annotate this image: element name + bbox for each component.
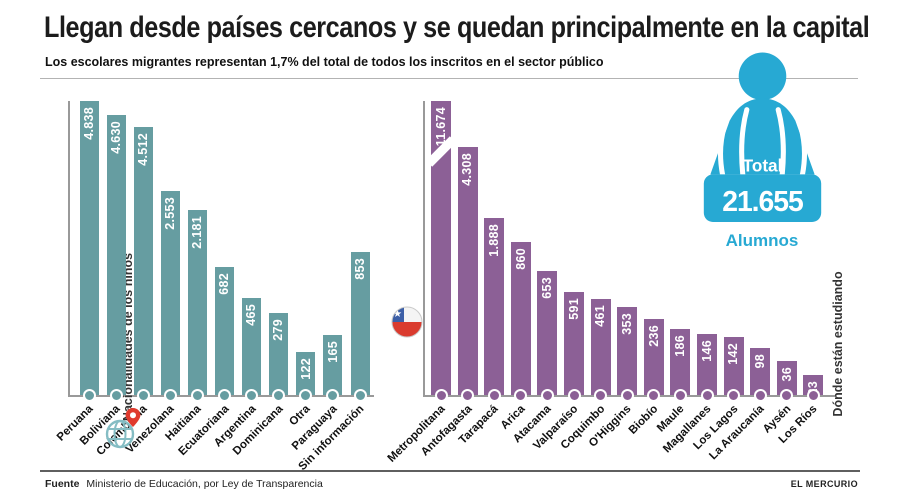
bar-value-label: 4.838 (81, 107, 96, 140)
bar: 146 (697, 334, 717, 395)
bar-value-label: 653 (540, 277, 555, 299)
chile-flag-icon (391, 306, 423, 343)
source-text: Ministerio de Educación, por Ley de Tran… (86, 478, 323, 490)
chart-nationalities: Nacionalidades de los niños 4.838 Peruana… (55, 101, 374, 473)
bar: 591 (564, 292, 584, 395)
total-label: Total (742, 155, 782, 175)
baseline-dot (434, 389, 448, 402)
bar: 461 (590, 299, 611, 395)
bar: 860 (510, 242, 531, 395)
bar: 653 (537, 271, 558, 395)
baseline-dot (753, 389, 767, 402)
baseline-dot (136, 389, 150, 402)
bar-value-label: 682 (217, 273, 232, 295)
y-axis-label-regions: Dónde están estudiando (831, 271, 845, 417)
bar: 4.630 (106, 115, 126, 395)
baseline-dot (245, 389, 259, 402)
baseline-dot (461, 389, 475, 402)
baseline-dot (109, 389, 123, 402)
baseline-dot (780, 389, 794, 402)
total-caption: Alumnos (725, 231, 799, 250)
bar: 142 (723, 337, 744, 395)
chart-regions: Dónde están estudiando 11.674 Metropolita… (386, 101, 845, 465)
baseline-dot (620, 389, 634, 402)
bar-value-label: 4.308 (460, 153, 475, 186)
bar: 4.838 (79, 101, 99, 395)
bar-value-label: 98 (752, 354, 767, 369)
source-line: Fuente Ministerio de Educación, por Ley d… (45, 478, 323, 490)
baseline-dot (673, 389, 687, 402)
student-backpack-icon: Total 21.655 (703, 52, 821, 222)
baseline-dot (514, 389, 528, 402)
source-label: Fuente (45, 478, 80, 490)
bar-value-label: 461 (593, 305, 608, 327)
baseline-dot (594, 389, 608, 402)
page-title: Llegan desde países cercanos y se quedan… (44, 11, 870, 44)
bar-value-label: 4.630 (108, 121, 123, 154)
top-divider (40, 78, 858, 79)
bar-value-label: 591 (566, 298, 581, 320)
bar-value-label: 2.181 (190, 216, 205, 249)
bar: 165 (323, 335, 343, 395)
baseline-dot (190, 389, 204, 402)
bar: 279 (269, 313, 289, 395)
bottom-divider (40, 470, 860, 472)
bar: 1.888 (484, 218, 505, 395)
bar: 465 (242, 298, 262, 395)
bar-value-label: 353 (619, 313, 634, 335)
baseline-dot (727, 389, 741, 402)
bar-value-label: 853 (352, 258, 367, 280)
bar: 236 (643, 319, 664, 395)
baseline-dot (326, 389, 340, 402)
bar-value-label: 1.888 (486, 224, 501, 257)
bar: 353 (617, 307, 638, 395)
bar: 98 (750, 348, 771, 395)
bar-value-label: 236 (646, 325, 661, 347)
bar-value-label: 279 (271, 319, 286, 341)
bar: 36 (776, 361, 797, 395)
credit: EL MERCURIO (790, 479, 858, 489)
baseline-dot (82, 389, 96, 402)
baseline-dot (299, 389, 313, 402)
baseline-dot (353, 389, 367, 402)
baseline-dot (272, 389, 286, 402)
bar: 2.181 (187, 210, 207, 395)
baseline-dot (540, 389, 554, 402)
bar-value-label: 4.512 (135, 133, 150, 166)
baseline-dot (163, 389, 177, 402)
baseline-dot (567, 389, 581, 402)
bar: 682 (215, 267, 234, 395)
baseline-dot (218, 389, 231, 402)
baseline-dot (806, 389, 820, 402)
bar: 4.512 (133, 127, 153, 395)
bar: 853 (350, 252, 370, 395)
bar: 2.553 (160, 191, 180, 395)
bar: 122 (296, 352, 316, 395)
bar: 11.674 (425, 101, 457, 395)
baseline-dot (700, 389, 714, 402)
total-badge: Total 21.655 Alumnos (697, 52, 827, 251)
bar-value-label: 186 (673, 335, 688, 357)
bar-value-label: 122 (298, 358, 313, 380)
bar: 4.308 (457, 147, 478, 395)
bar-value-label: 2.553 (163, 197, 178, 230)
bar-value-label: 142 (726, 343, 741, 365)
bar-value-label: 146 (699, 340, 714, 362)
bar-value-label: 36 (779, 367, 794, 382)
bar: 186 (670, 329, 691, 395)
bar-value-label: 860 (513, 248, 528, 270)
bar-value-label: 165 (325, 341, 340, 363)
baseline-dot (487, 389, 501, 402)
baseline-dot (647, 389, 661, 402)
total-value: 21.655 (722, 186, 803, 218)
subtitle: Los escolares migrantes representan 1,7%… (45, 55, 604, 69)
globe-pin-icon (105, 404, 145, 457)
bar-value-label: 465 (244, 304, 259, 326)
